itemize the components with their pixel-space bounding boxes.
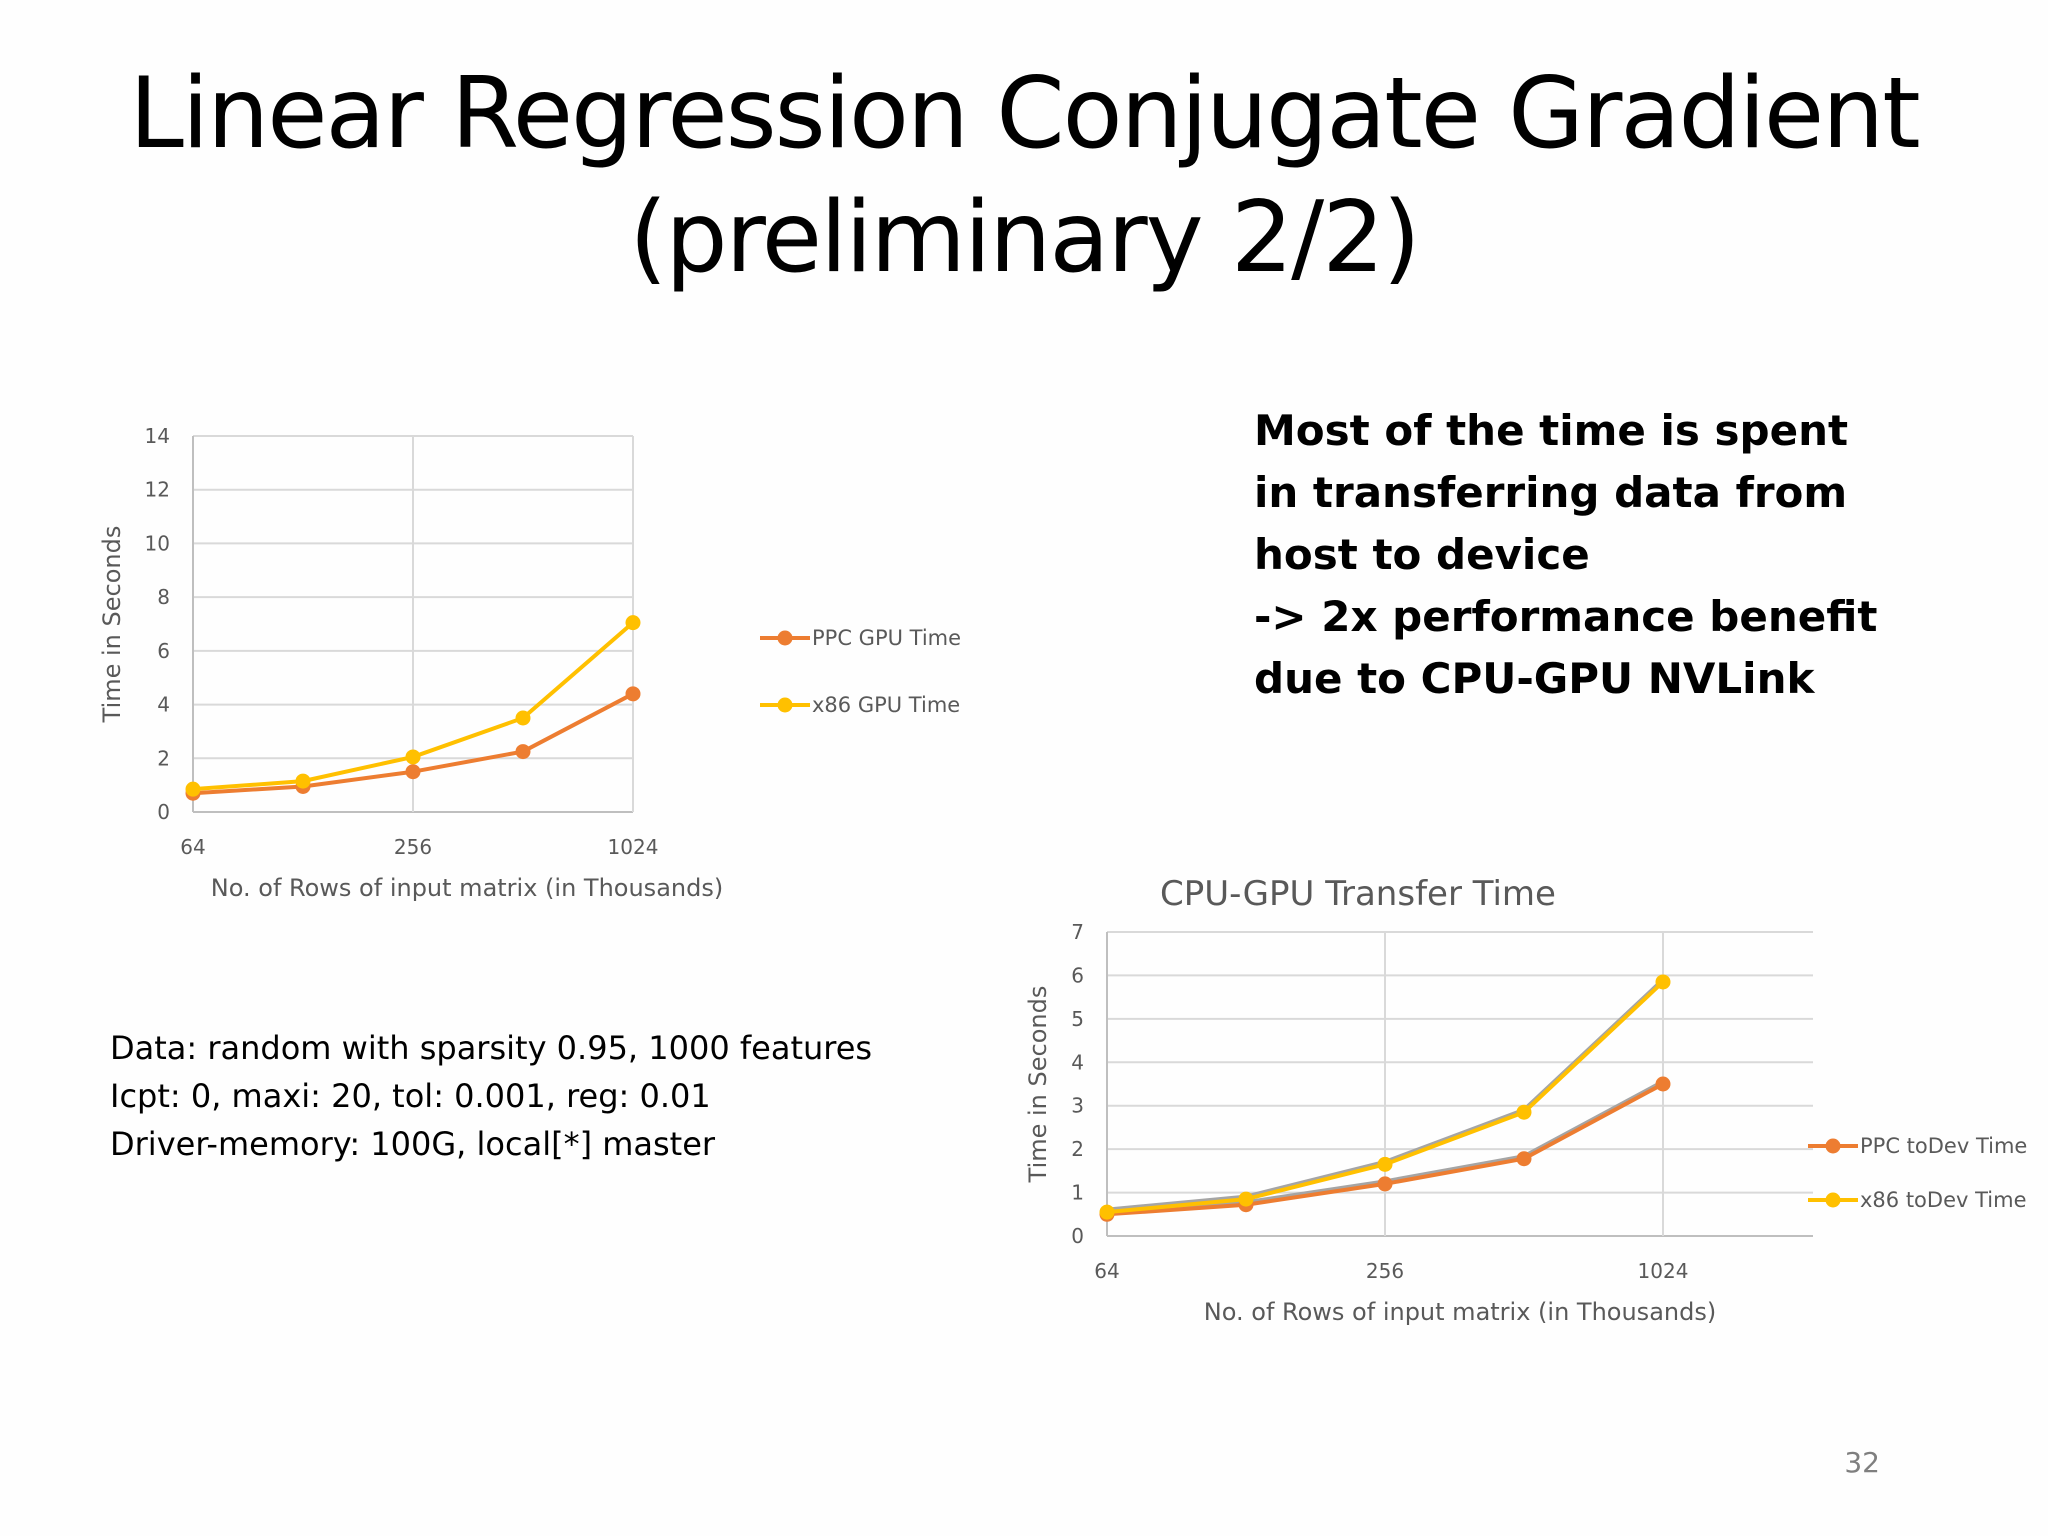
data-point [1377,1156,1393,1172]
y-tick-label: 2 [1071,1137,1084,1161]
x-tick-label: 256 [1366,1259,1404,1283]
legend-label: x86 toDev Time [1860,1188,2027,1212]
y-tick-label: 6 [1071,963,1084,987]
data-point [1238,1191,1254,1207]
x-tick-label: 1024 [608,835,659,859]
config-line: Icpt: 0, maxi: 20, tol: 0.001, reg: 0.01 [110,1077,711,1115]
y-tick-label: 10 [145,531,170,555]
title-line-1: Linear Regression Conjugate Gradient [129,57,1920,171]
legend-swatch-marker [1825,1138,1841,1154]
data-point [185,781,201,797]
note-line: in transferring data from [1254,468,1848,517]
config-line: Data: random with sparsity 0.95, 1000 fe… [110,1029,873,1067]
note-line: Most of the time is spent [1254,406,1849,455]
data-point [1655,974,1671,990]
y-tick-label: 8 [157,585,170,609]
slide-title: Linear Regression Conjugate Gradient (pr… [0,52,2048,300]
data-point [295,773,311,789]
y-tick-label: 4 [157,693,170,717]
y-tick-label: 12 [145,478,170,502]
y-tick-label: 6 [157,639,170,663]
y-tick-label: 2 [157,746,170,770]
y-tick-label: 0 [157,800,170,824]
y-axis-label: Time in Seconds [1024,986,1052,1184]
y-tick-label: 5 [1071,1007,1084,1031]
data-point [1655,1076,1671,1092]
data-point [405,764,421,780]
x-axis-label: No. of Rows of input matrix (in Thousand… [211,874,723,902]
data-point [625,615,641,631]
legend-label: x86 GPU Time [812,693,960,717]
legend-label: PPC GPU Time [812,626,961,650]
legend-label: PPC toDev Time [1860,1134,2027,1158]
data-point [625,686,641,702]
title-line-2: (preliminary 2/2) [629,181,1421,295]
legend-swatch-marker [1825,1192,1841,1208]
data-point [405,749,421,765]
note-line: host to device [1254,530,1590,579]
y-tick-label: 3 [1071,1094,1084,1118]
data-point [1516,1151,1532,1167]
findings-note: Most of the time is spent in transferrin… [1254,400,2014,710]
x-tick-label: 256 [394,835,432,859]
chart-title: CPU-GPU Transfer Time [1160,874,1556,914]
y-tick-label: 0 [1071,1224,1084,1248]
note-line: due to CPU-GPU NVLink [1254,654,1815,703]
config-line: Driver-memory: 100G, local[*] master [110,1125,716,1163]
y-axis-label: Time in Seconds [98,526,126,724]
legend-swatch-marker [777,697,793,713]
legend-swatch-marker [777,630,793,646]
x-tick-label: 64 [180,835,205,859]
data-point [515,744,531,760]
data-point [1516,1104,1532,1120]
x-tick-label: 1024 [1638,1259,1689,1283]
x-tick-label: 64 [1094,1259,1119,1283]
data-point [1099,1204,1115,1220]
data-point [1377,1176,1393,1192]
y-tick-label: 1 [1071,1181,1084,1205]
data-point [515,710,531,726]
experiment-config: Data: random with sparsity 0.95, 1000 fe… [110,1024,1010,1168]
note-line: -> 2x performance benefit [1254,592,1878,641]
y-tick-label: 4 [1071,1050,1084,1074]
y-tick-label: 7 [1071,920,1084,944]
x-axis-label: No. of Rows of input matrix (in Thousand… [1204,1298,1716,1326]
y-tick-label: 14 [145,424,170,448]
page-number: 32 [1844,1446,1880,1479]
